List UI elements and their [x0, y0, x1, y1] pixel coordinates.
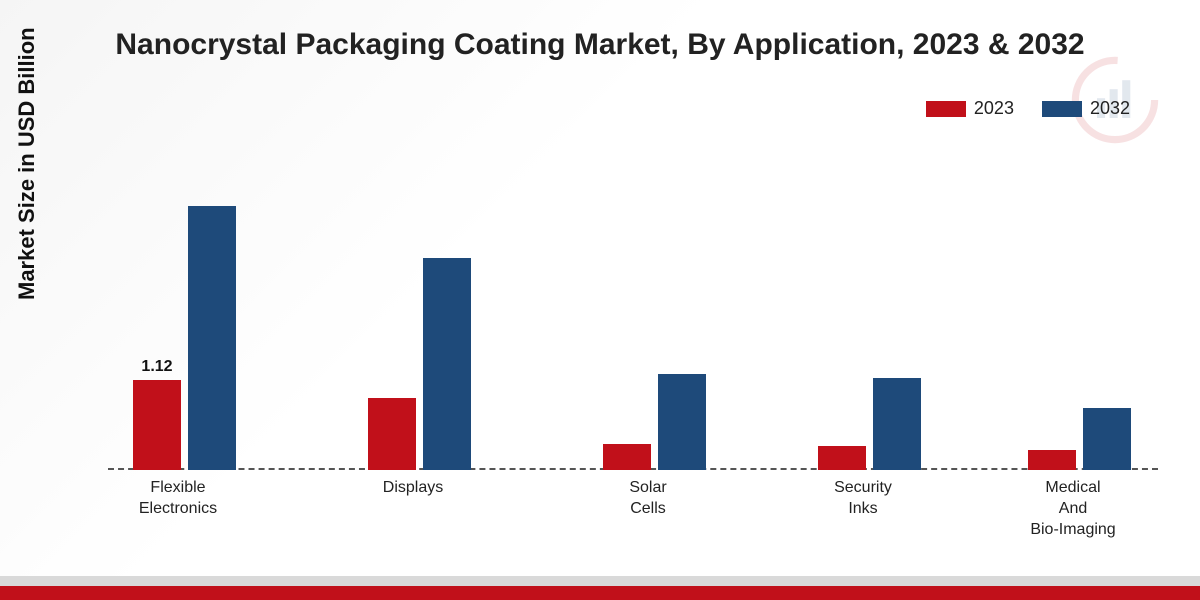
legend-label-2023: 2023 [974, 98, 1014, 119]
legend-item-2023: 2023 [926, 98, 1014, 119]
legend-label-2032: 2032 [1090, 98, 1130, 119]
bar-2023 [368, 398, 416, 470]
x-category-label: Solar Cells [563, 478, 733, 520]
x-category-label: Displays [328, 478, 498, 499]
legend-swatch-2023 [926, 101, 966, 117]
bar-2032 [873, 378, 921, 470]
footer-grey-bar [0, 576, 1200, 586]
legend-item-2032: 2032 [1042, 98, 1130, 119]
bar-2023 [603, 444, 651, 470]
legend: 2023 2032 [926, 98, 1130, 119]
bar-2023 [1028, 450, 1076, 470]
bar-2032 [658, 374, 706, 470]
bar-2032 [423, 258, 471, 470]
bar-2023 [818, 446, 866, 470]
x-category-label: Medical And Bio-Imaging [988, 478, 1158, 540]
bar-2032 [1083, 408, 1131, 470]
footer-red-bar [0, 586, 1200, 600]
chart-title: Nanocrystal Packaging Coating Market, By… [0, 0, 1200, 62]
x-category-label: Security Inks [778, 478, 948, 520]
x-axis-labels: Flexible ElectronicsDisplaysSolar CellsS… [108, 478, 1158, 558]
y-axis-label: Market Size in USD Billion [14, 27, 40, 300]
bar-value-label: 1.12 [133, 358, 181, 380]
bar-2032 [188, 206, 236, 470]
legend-swatch-2032 [1042, 101, 1082, 117]
plot-area: 1.12 [108, 150, 1158, 470]
bar-2023: 1.12 [133, 380, 181, 470]
x-category-label: Flexible Electronics [93, 478, 263, 520]
